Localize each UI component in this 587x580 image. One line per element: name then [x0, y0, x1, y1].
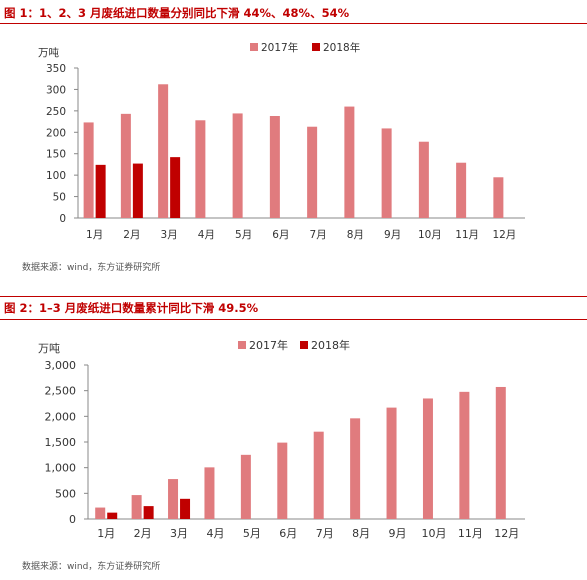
bar-2017-4	[195, 120, 206, 218]
y-axis-unit: 万吨	[38, 46, 59, 59]
figure-2-title: 图 2：1–3 月废纸进口数量累计同比下滑 49.5%	[4, 301, 259, 315]
x-tick-label: 2月	[123, 229, 140, 241]
bar-2017-1	[95, 507, 106, 519]
bar-2017-7	[307, 126, 318, 218]
x-tick-label: 6月	[272, 229, 289, 241]
bar-2018-1	[107, 512, 118, 519]
figure-1-rule	[0, 23, 587, 24]
x-tick-label: 6月	[279, 527, 297, 540]
y-tick-label: 2,500	[45, 385, 77, 398]
figure-2-rule	[0, 319, 587, 320]
y-tick-label: 1,000	[45, 462, 77, 475]
bar-2018-2	[143, 506, 154, 519]
legend-label: 2017年	[249, 338, 288, 352]
y-tick-label: 100	[46, 170, 66, 182]
x-tick-label: 9月	[389, 527, 407, 540]
bar-2017-11	[456, 162, 467, 218]
bar-2017-12	[495, 386, 506, 519]
x-tick-label: 1月	[97, 527, 115, 540]
x-tick-label: 12月	[494, 527, 519, 540]
bar-2017-5	[240, 454, 251, 519]
x-tick-label: 3月	[170, 527, 188, 540]
x-tick-label: 4月	[206, 527, 224, 540]
y-tick-label: 200	[46, 127, 66, 139]
x-tick-label: 8月	[347, 229, 364, 241]
bar-2018-2	[132, 163, 143, 218]
bar-2017-6	[269, 116, 280, 218]
y-tick-label: 1,500	[45, 436, 77, 449]
bar-2017-10	[418, 141, 429, 218]
bar-2017-4	[204, 467, 215, 519]
bar-2017-7	[313, 431, 324, 519]
x-tick-label: 9月	[384, 229, 401, 241]
x-tick-label: 2月	[134, 527, 152, 540]
bar-2017-3	[168, 479, 179, 519]
y-tick-label: 250	[46, 106, 66, 118]
x-tick-label: 8月	[352, 527, 370, 540]
y-tick-label: 0	[69, 513, 76, 526]
bar-2017-1	[83, 122, 94, 218]
figure-2-top-rule	[0, 296, 587, 297]
bar-2017-6	[277, 442, 288, 519]
bar-2017-8	[344, 106, 355, 218]
x-tick-label: 5月	[235, 229, 252, 241]
bar-2017-5	[232, 113, 243, 218]
legend-label: 2017年	[261, 41, 298, 54]
x-tick-label: 10月	[418, 229, 442, 241]
y-tick-label: 300	[46, 84, 66, 96]
figure-1-title: 图 1：1、2、3 月废纸进口数量分别同比下滑 44%、48%、54%	[4, 6, 350, 20]
legend-label: 2018年	[311, 338, 350, 352]
y-tick-label: 0	[59, 213, 66, 225]
x-tick-label: 5月	[243, 527, 261, 540]
chart-2: 万吨 0 500 1,000 1,500 2,000 2,500 3,000 1月 2月 3月 4月 5…	[38, 338, 525, 540]
x-tick-label: 1月	[86, 229, 103, 241]
bar-2017-11	[459, 391, 470, 519]
y-tick-label: 3,000	[45, 359, 77, 372]
x-tick-label: 10月	[421, 527, 446, 540]
bar-2017-9	[386, 407, 397, 519]
bar-2018-3	[180, 498, 191, 519]
x-tick-label: 4月	[198, 229, 215, 241]
x-tick-label: 12月	[492, 229, 516, 241]
legend-swatch	[238, 341, 246, 349]
x-tick-label: 11月	[458, 527, 483, 540]
legend-swatch	[300, 341, 308, 349]
y-tick-label: 350	[46, 63, 66, 75]
legend-swatch	[312, 43, 320, 51]
bar-2017-8	[350, 418, 361, 519]
bar-2017-2	[120, 113, 131, 218]
bar-2017-12	[493, 177, 504, 218]
y-tick-label: 500	[55, 487, 76, 500]
x-tick-label: 7月	[310, 229, 327, 241]
legend-swatch	[250, 43, 258, 51]
bar-2018-1	[95, 164, 106, 218]
bar-2018-3	[170, 157, 181, 218]
legend-label: 2018年	[323, 41, 360, 54]
y-tick-label: 150	[46, 149, 66, 161]
figure-1-source: 数据来源：wind，东方证券研究所	[22, 263, 161, 273]
x-tick-label: 3月	[161, 229, 178, 241]
bar-2017-2	[131, 495, 142, 519]
x-tick-label: 11月	[455, 229, 479, 241]
bar-2017-10	[422, 398, 433, 519]
chart-1: 万吨 0 50 100 150 200 250 300 350 1月 2月 3月 4月 5月 6月 7月 8月 9…	[38, 41, 525, 241]
x-tick-label: 7月	[316, 527, 334, 540]
y-tick-label: 2,000	[45, 410, 77, 423]
bar-2017-9	[381, 128, 392, 218]
bar-2017-3	[158, 84, 169, 219]
y-tick-label: 50	[53, 192, 66, 204]
figure-2-source: 数据来源：wind，东方证券研究所	[22, 562, 161, 572]
y-axis-unit: 万吨	[38, 342, 60, 355]
